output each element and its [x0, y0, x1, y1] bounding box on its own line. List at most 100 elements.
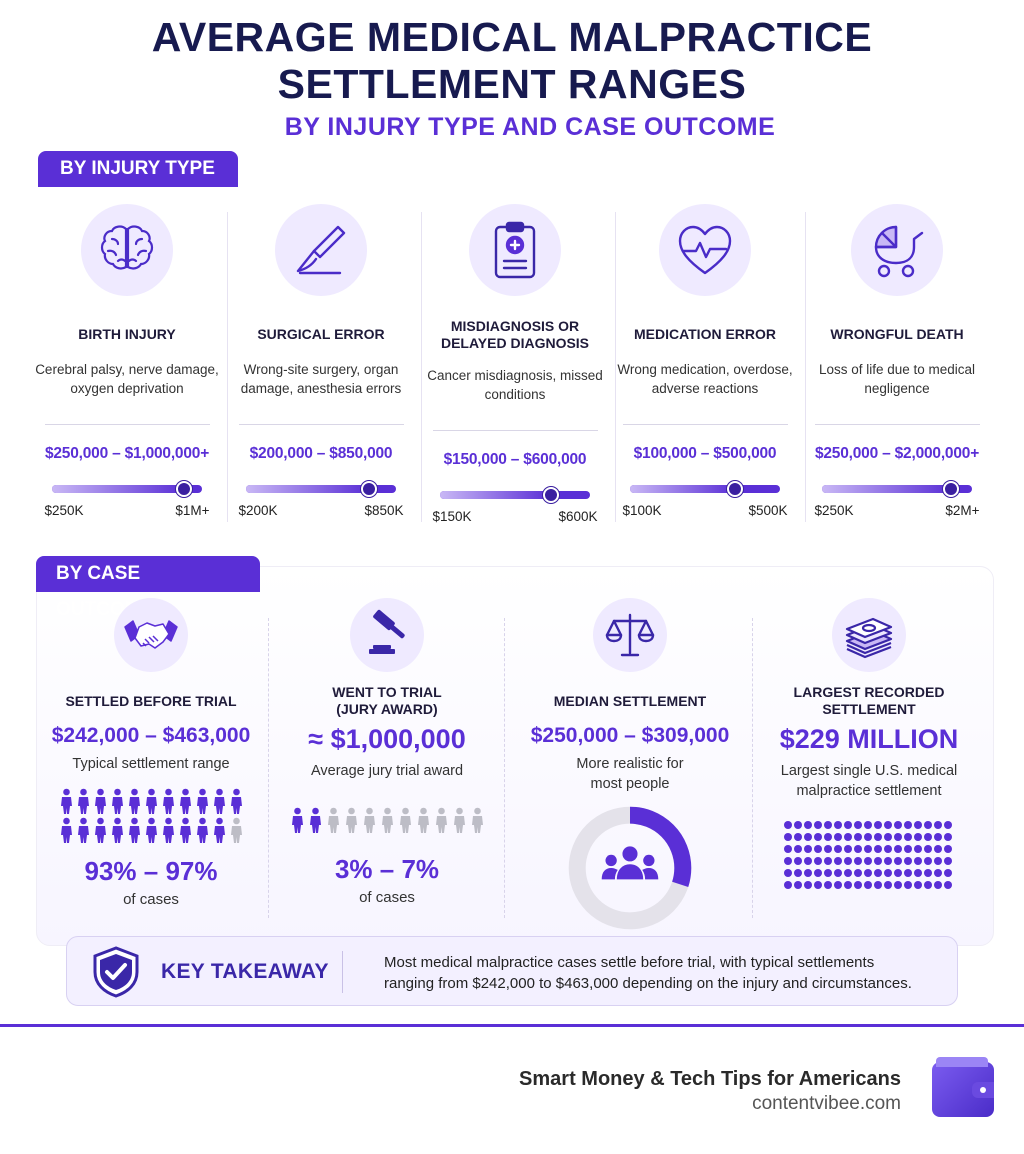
- dot: [874, 857, 882, 865]
- dot: [894, 881, 902, 889]
- median-donut: [560, 802, 700, 934]
- dot: [854, 833, 862, 841]
- range-slider: [440, 487, 590, 503]
- dot: [854, 881, 862, 889]
- dot: [914, 833, 922, 841]
- injury-title: MISDIAGNOSIS OR DELAYED DIAGNOSIS: [440, 318, 590, 351]
- dot: [784, 821, 792, 829]
- person-icon: [77, 817, 89, 843]
- dot: [884, 857, 892, 865]
- dot: [934, 869, 942, 877]
- dot: [924, 869, 932, 877]
- person-icon: [327, 807, 339, 833]
- dot: [894, 833, 902, 841]
- injury-description: Wrong medication, overdose, adverse reac…: [617, 362, 793, 396]
- injury-section-tag: BY INJURY TYPE: [38, 151, 238, 187]
- injury-range: $250,000 – $2,000,000+: [814, 445, 980, 462]
- injury-description: Cancer misdiagnosis, missed conditions: [427, 368, 603, 402]
- person-icon: [77, 788, 89, 814]
- injury-description: Cerebral palsy, nerve damage, oxygen dep…: [35, 362, 219, 396]
- dot: [824, 833, 832, 841]
- dot: [814, 869, 822, 877]
- person-icon: [230, 788, 242, 814]
- outcome-percentage: 3% – 7%: [334, 854, 440, 884]
- dot: [914, 821, 922, 829]
- title-line-1: AVERAGE MEDICAL MALPRACTICE: [151, 14, 873, 60]
- dot: [794, 869, 802, 877]
- dot: [904, 821, 912, 829]
- outcome-subtext: Typical settlement range: [72, 756, 230, 772]
- dot: [834, 833, 842, 841]
- dot: [854, 857, 862, 865]
- slider-knob: [727, 481, 743, 497]
- page-subtitle: BY INJURY TYPE AND CASE OUTCOME: [284, 113, 776, 141]
- dot: [824, 881, 832, 889]
- dot: [864, 857, 872, 865]
- outcome-card-median: MEDIAN SETTLEMENT $250,000 – $309,000 Mo…: [510, 598, 753, 934]
- dot: [884, 833, 892, 841]
- dot: [804, 833, 812, 841]
- range-min-label: $250K: [814, 503, 854, 518]
- dot: [874, 869, 882, 877]
- dot: [784, 833, 792, 841]
- dot: [904, 857, 912, 865]
- person-icon: [309, 807, 321, 833]
- injury-title: MEDICATION ERROR: [633, 326, 777, 342]
- person-icon: [179, 817, 191, 843]
- slider-knob: [543, 487, 559, 503]
- dot: [854, 821, 862, 829]
- person-icon: [230, 817, 242, 843]
- dot: [814, 833, 822, 841]
- dot: [864, 845, 872, 853]
- person-icon: [196, 817, 208, 843]
- dot: [884, 845, 892, 853]
- dot: [844, 833, 852, 841]
- dot: [844, 869, 852, 877]
- outcome-value: ≈ $1,000,000: [308, 724, 466, 754]
- person-icon: [162, 788, 174, 814]
- dot: [814, 845, 822, 853]
- dot: [844, 881, 852, 889]
- dot: [804, 881, 812, 889]
- brand-name: Smart Money & Tech Tips for Americans: [519, 1068, 901, 1090]
- range-max-label: $2M+: [945, 503, 980, 518]
- people-pictogram: [272, 807, 502, 834]
- dot: [914, 845, 922, 853]
- dot: [794, 845, 802, 853]
- person-icon: [128, 788, 140, 814]
- people-pictogram: [36, 788, 266, 844]
- dot: [904, 833, 912, 841]
- dot: [804, 869, 812, 877]
- dot: [914, 857, 922, 865]
- dot: [834, 857, 842, 865]
- range-max-label: $1M+: [175, 503, 210, 518]
- group-people-icon: [601, 846, 659, 880]
- dot: [824, 821, 832, 829]
- dot: [794, 821, 802, 829]
- slider-knob: [943, 481, 959, 497]
- scalpel-icon: [275, 204, 367, 296]
- injury-card-medication: MEDICATION ERROR Wrong medication, overd…: [610, 200, 806, 530]
- handshake-icon: [114, 598, 188, 672]
- dot: [854, 845, 862, 853]
- range-slider: [52, 481, 202, 497]
- divider: [432, 430, 598, 431]
- person-icon: [60, 788, 72, 814]
- injury-card-wrongful-death: WRONGFUL DEATH Loss of life due to medic…: [802, 200, 992, 530]
- brain-icon: [81, 204, 173, 296]
- dot: [844, 845, 852, 853]
- dot: [904, 869, 912, 877]
- dot: [824, 857, 832, 865]
- range-min-label: $100K: [622, 503, 662, 518]
- dot: [944, 821, 952, 829]
- person-icon: [179, 788, 191, 814]
- outcome-subtext: Largest single U.S. medical malpractice s…: [780, 763, 958, 799]
- dot: [864, 821, 872, 829]
- divider: [622, 424, 788, 425]
- person-icon: [363, 807, 375, 833]
- key-takeaway-text: Most medical malpractice cases settle be…: [384, 954, 912, 992]
- outcome-cases-label: of cases: [359, 889, 415, 906]
- dot: [864, 833, 872, 841]
- range-max-label: $850K: [364, 503, 404, 518]
- stroller-icon: [851, 204, 943, 296]
